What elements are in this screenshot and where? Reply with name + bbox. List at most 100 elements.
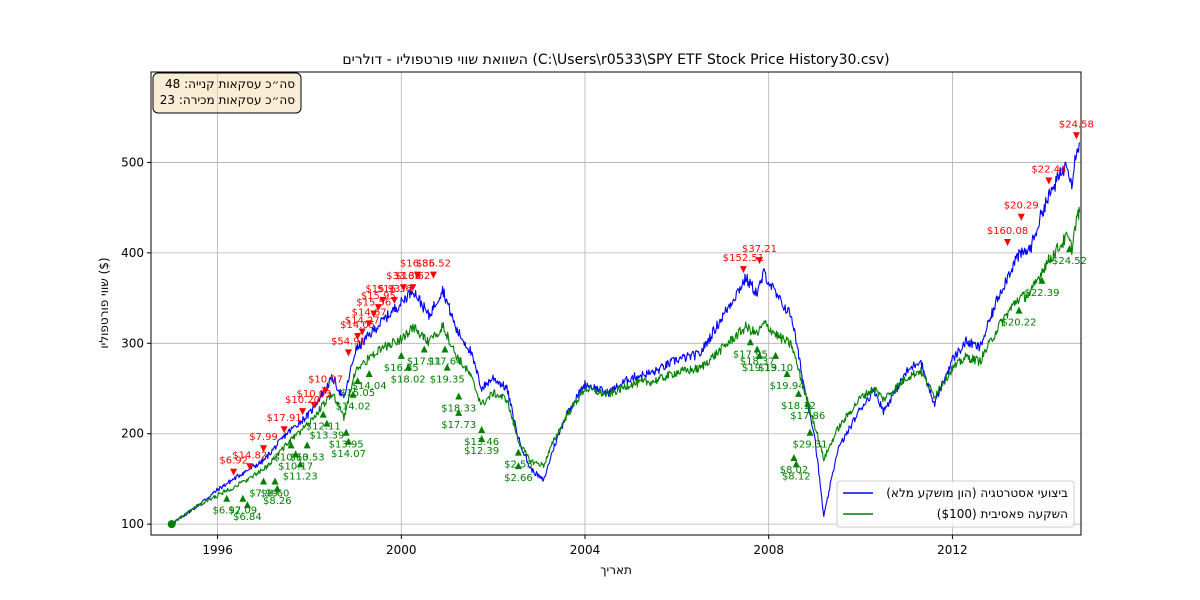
sell-price-label: $10.03: [297, 389, 332, 400]
marker-layer: [167, 132, 1080, 529]
buy-price-label: $19.35: [430, 375, 465, 386]
buy-marker: [753, 345, 761, 353]
buy-price-label: $13.46: [464, 437, 499, 448]
buy-price-label: $8.60: [261, 489, 290, 500]
y-tick-label: 300: [121, 336, 144, 350]
buy-price-label: $6.84: [233, 512, 262, 523]
sell-price-label: $37.21: [742, 244, 777, 255]
stats-sell-count: סה״כ עסקאות מכירה: 23: [160, 93, 295, 107]
legend[interactable]: ביצועי אסטרטגיה (הון מושקע מלא) השקעה פא…: [836, 480, 1075, 528]
buy-marker: [260, 477, 268, 485]
sell-price-label: $14.05: [340, 320, 375, 331]
buy-price-label: $18.12: [781, 401, 816, 412]
buy-marker: [806, 428, 814, 436]
buy-price-label: $2.66: [504, 473, 533, 484]
sell-marker: [358, 328, 366, 336]
y-tick-label: 100: [121, 517, 144, 531]
buy-marker: [354, 377, 362, 385]
buy-marker: [1015, 306, 1023, 314]
sell-price-label: $152.51: [723, 253, 764, 264]
stats-box-background: [152, 72, 302, 114]
buy-marker: [478, 435, 486, 443]
buy-price-label: $16.85: [384, 363, 419, 374]
sell-marker: [246, 463, 254, 471]
buy-price-label: $17.11: [407, 357, 442, 368]
sell-marker: [739, 266, 747, 274]
buy-price-label: $10.63: [274, 452, 309, 463]
grid: [151, 72, 1081, 535]
sell-marker: [1017, 213, 1025, 221]
sell-marker: [409, 284, 417, 292]
sell-marker: [365, 320, 373, 328]
buy-marker: [514, 462, 522, 470]
buy-marker: [296, 460, 304, 468]
buy-price-label: $12.39: [464, 446, 499, 457]
buy-marker: [365, 369, 373, 377]
buy-marker: [342, 428, 350, 436]
sell-marker: [310, 401, 318, 409]
buy-marker: [478, 426, 486, 434]
sell-marker: [390, 296, 398, 304]
buy-price-label: $18.33: [441, 404, 476, 415]
buy-marker: [243, 501, 251, 509]
buy-price-label: $2.53: [504, 460, 533, 471]
y-axis: 100 200 300 400 500: [121, 155, 151, 531]
sell-marker: [260, 445, 268, 453]
y-tick-label: 400: [121, 246, 144, 260]
buy-marker: [273, 484, 281, 492]
buy-price-label: $15.05: [340, 388, 375, 399]
sell-price-label: $14.82: [232, 450, 267, 461]
buy-price-label: $19.94: [770, 381, 805, 392]
y-tick-label: 200: [121, 427, 144, 441]
sell-price-label: $15.56: [356, 297, 391, 308]
sell-price-label: $15.95: [361, 291, 396, 302]
buy-price-label: $20.22: [1002, 318, 1037, 329]
sell-marker: [354, 333, 362, 341]
passive-line: [171, 206, 1081, 526]
x-axis: 1996 2000 2004 2008 2012: [202, 535, 968, 557]
sell-price-label: $36.52: [416, 259, 451, 270]
buy-price-label: $14.04: [352, 381, 387, 392]
buy-marker: [271, 477, 279, 485]
buy-price-label: $22.39: [1024, 288, 1059, 299]
buy-marker: [323, 419, 331, 427]
buy-marker: [319, 410, 327, 418]
stats-box: סה״כ עסקאות קנייה: 48 סה״כ עסקאות מכירה:…: [152, 72, 302, 114]
buy-price-label: $10.53: [290, 452, 325, 463]
buy-marker: [772, 351, 780, 359]
buy-price-label: $7.99: [249, 489, 278, 500]
buy-marker: [455, 408, 463, 416]
buy-marker: [792, 460, 800, 468]
sell-price-label: $16.36: [377, 284, 412, 295]
sell-marker: [344, 349, 352, 357]
sell-marker: [400, 284, 408, 292]
buy-marker: [349, 390, 357, 398]
buy-price-label: $8.12: [782, 471, 811, 482]
buy-marker: [441, 345, 449, 353]
buy-price-label: $8.26: [263, 496, 292, 507]
buy-marker: [287, 441, 295, 449]
y-axis-label: שווי פורטפוליו ($): [97, 257, 111, 348]
chart-title: השוואת שווי פורטפוליו - דולרים (C:\Users…: [342, 52, 889, 68]
buy-price-label: $10.17: [278, 461, 313, 472]
buy-price-label: $6.92: [212, 506, 241, 517]
sell-marker: [322, 387, 330, 395]
buy-price-label: $17.86: [790, 411, 825, 422]
series-layer: [171, 142, 1081, 526]
sell-marker: [756, 257, 764, 265]
buy-marker: [404, 363, 412, 371]
buy-marker: [790, 454, 798, 462]
sell-price-label: $160.08: [987, 226, 1028, 237]
sell-price-label: $22.44: [1031, 165, 1066, 176]
buy-marker: [746, 338, 754, 346]
x-tick-label: 2008: [753, 543, 784, 557]
legend-strategy-label: ביצועי אסטרטגיה (הון מושקע מלא): [886, 486, 1068, 500]
buy-price-label: $14.02: [336, 402, 371, 413]
sell-price-label: $14.27: [345, 316, 380, 327]
buy-marker: [303, 441, 311, 449]
buy-price-label: $17.64: [427, 357, 462, 368]
buy-marker: [420, 345, 428, 353]
annotation-layer: $6.92$7.09$6.84$7.99$8.60$8.26$10.63$10.…: [212, 119, 1093, 523]
sell-marker: [299, 408, 307, 416]
